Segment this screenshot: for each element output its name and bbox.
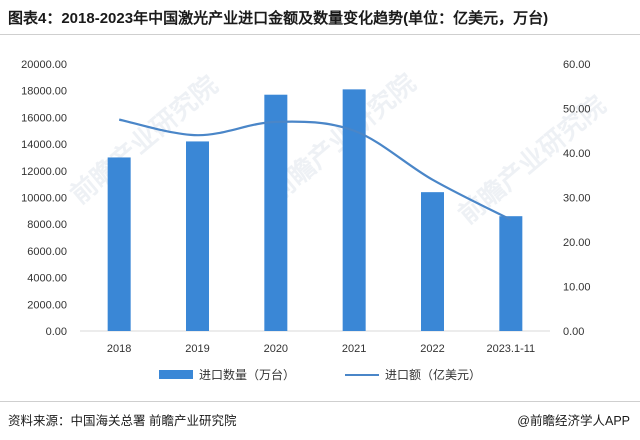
- legend-label-quantity: 进口数量（万台）: [198, 368, 295, 382]
- legend-label-value: 进口额（亿美元）: [385, 368, 482, 382]
- y-right-tick-label: 40.00: [563, 148, 591, 160]
- bar-2023.1-11: [499, 216, 523, 331]
- y-left-tick-label: 20000.00: [21, 59, 67, 71]
- legend-swatch-line: [345, 373, 379, 376]
- bar-2019: [186, 141, 209, 331]
- y-right-tick-label: 30.00: [563, 193, 591, 205]
- legend-swatch-bar: [158, 370, 193, 379]
- x-tick-label: 2021: [342, 343, 366, 355]
- x-tick-label: 2019: [185, 343, 209, 355]
- y-left-tick-label: 16000.00: [21, 112, 67, 124]
- y-left-tick-label: 12000.00: [21, 166, 67, 178]
- bar-2020: [264, 94, 288, 331]
- series-line-import-value: [118, 118, 512, 221]
- y-left-tick-label: 10000.00: [21, 193, 67, 205]
- y-right-tick-label: 50.00: [563, 104, 591, 116]
- bar-2022: [421, 192, 444, 331]
- y-right-tick-label: 20.00: [563, 237, 591, 249]
- x-tick-label: 2022: [420, 343, 444, 355]
- legend-item-value: 进口额（亿美元）: [345, 366, 481, 383]
- x-tick-label: 2023.1-11: [486, 343, 535, 355]
- title-divider: [0, 34, 640, 35]
- y-right-tick-label: 60.00: [563, 59, 591, 71]
- y-left-tick-label: 0.00: [46, 326, 67, 338]
- y-left-tick-label: 14000.00: [21, 139, 67, 151]
- bar-2021: [342, 89, 366, 332]
- y-left-tick-label: 18000.00: [21, 86, 67, 98]
- source-note: 资料来源：中国海关总署 前瞻产业研究院: [8, 414, 237, 428]
- y-left-tick-label: 8000.00: [27, 219, 67, 231]
- y-left-tick-label: 6000.00: [27, 246, 67, 258]
- chart-legend: 进口数量（万台） 进口额（亿美元）: [0, 366, 640, 383]
- y-left-tick-label: 4000.00: [27, 273, 67, 285]
- y-left-tick-label: 2000.00: [27, 299, 67, 311]
- footer-divider: [0, 401, 640, 402]
- legend-item-quantity: 进口数量（万台）: [158, 366, 295, 383]
- chart-title: 图表4：2018-2023年中国激光产业进口金额及数量变化趋势(单位：亿美元，万…: [8, 10, 549, 27]
- x-tick-label: 2020: [264, 343, 288, 355]
- credit-note: @前瞻经济学人APP: [517, 414, 630, 428]
- y-right-tick-label: 10.00: [563, 282, 591, 294]
- x-tick-label: 2018: [107, 343, 131, 355]
- y-right-tick-label: 0.00: [563, 326, 584, 338]
- bar-2018: [107, 157, 131, 331]
